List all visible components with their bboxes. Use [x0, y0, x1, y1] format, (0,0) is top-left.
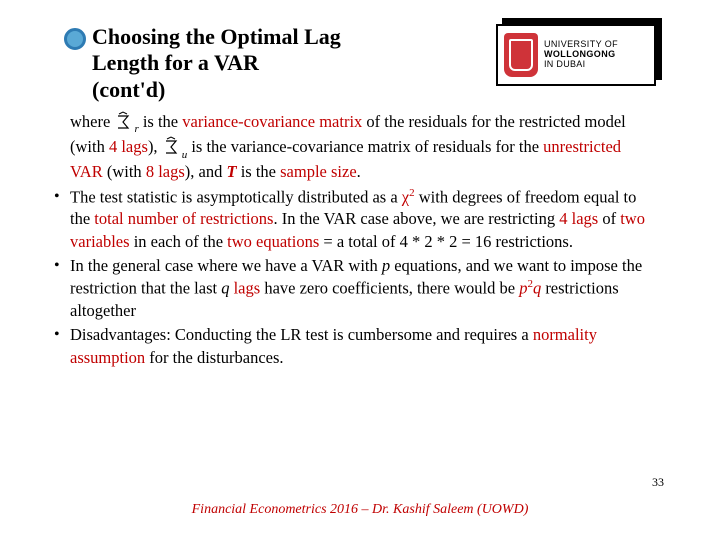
slide-title: Choosing the Optimal Lag Length for a VA…	[92, 24, 341, 103]
title-line-2: Length for a VAR	[92, 50, 341, 76]
body-content: where r is the variance-covariance matri…	[54, 111, 656, 369]
sigma-sub-u: u	[182, 149, 188, 161]
paragraph-2: The test statistic is asymptotically dis…	[54, 186, 656, 253]
text: In the general case where we have a VAR …	[70, 256, 382, 275]
p2q-q: q	[533, 279, 541, 298]
logo-line-2: WOLLONGONG	[544, 50, 618, 60]
var-p: p	[382, 256, 390, 275]
emph-sample-size: sample size	[280, 162, 357, 181]
emph-8-lags: 8 lags	[146, 162, 185, 181]
text: .	[357, 162, 361, 181]
paragraph-1: where r is the variance-covariance matri…	[54, 111, 656, 184]
emph-T: T	[226, 162, 236, 181]
title-line-3: (cont'd)	[92, 77, 341, 103]
text: of	[598, 209, 620, 228]
text: . In the VAR case above, we are restrict…	[273, 209, 559, 228]
title-line-1: Choosing the Optimal Lag	[92, 24, 341, 50]
emph-vcov: variance-covariance matrix	[182, 112, 362, 131]
text: The test statistic is asymptotically dis…	[70, 187, 402, 206]
slide-container: Choosing the Optimal Lag Length for a VA…	[0, 0, 720, 540]
text: in each of the	[130, 232, 228, 251]
header-row: Choosing the Optimal Lag Length for a VA…	[64, 24, 656, 103]
chi-symbol: χ	[402, 187, 409, 206]
text: (with	[103, 162, 146, 181]
bullet-decor-icon	[64, 28, 86, 50]
emph-4-lags-2: 4 lags	[559, 209, 598, 228]
text: ), and	[185, 162, 227, 181]
sigma-hat-r-icon	[114, 111, 134, 131]
shield-icon	[504, 33, 538, 77]
sigma-sub-r: r	[134, 123, 138, 135]
emph-lags: lags	[229, 279, 264, 298]
sigma-hat-u-icon	[162, 136, 182, 156]
text: ),	[148, 137, 162, 156]
text: = a total of 4 * 2 * 2 = 16 restrictions…	[319, 232, 573, 251]
emph-two-eqs: two equations	[227, 232, 319, 251]
footer-text: Financial Econometrics 2016 – Dr. Kashif…	[0, 502, 720, 518]
text: is the variance-covariance matrix of res…	[191, 137, 543, 156]
title-wrap: Choosing the Optimal Lag Length for a VA…	[64, 24, 341, 103]
paragraph-3: In the general case where we have a VAR …	[54, 255, 656, 322]
paragraph-4: Disadvantages: Conducting the LR test is…	[54, 324, 656, 369]
emph-total-restrictions: total number of restrictions	[94, 209, 273, 228]
text: Disadvantages: Conducting the LR test is…	[70, 325, 533, 344]
shield-inner-icon	[509, 39, 533, 71]
text: for the disturbances.	[145, 348, 283, 367]
logo-text: UNIVERSITY OF WOLLONGONG IN DUBAI	[544, 40, 618, 71]
text: is the	[143, 112, 182, 131]
logo-line-3: IN DUBAI	[544, 60, 618, 70]
text: have zero coefficients, there would be	[264, 279, 519, 298]
university-logo: UNIVERSITY OF WOLLONGONG IN DUBAI	[496, 24, 656, 86]
text: where	[70, 112, 114, 131]
emph-4-lags: 4 lags	[109, 137, 148, 156]
page-number: 33	[652, 475, 664, 490]
text: is the	[237, 162, 281, 181]
